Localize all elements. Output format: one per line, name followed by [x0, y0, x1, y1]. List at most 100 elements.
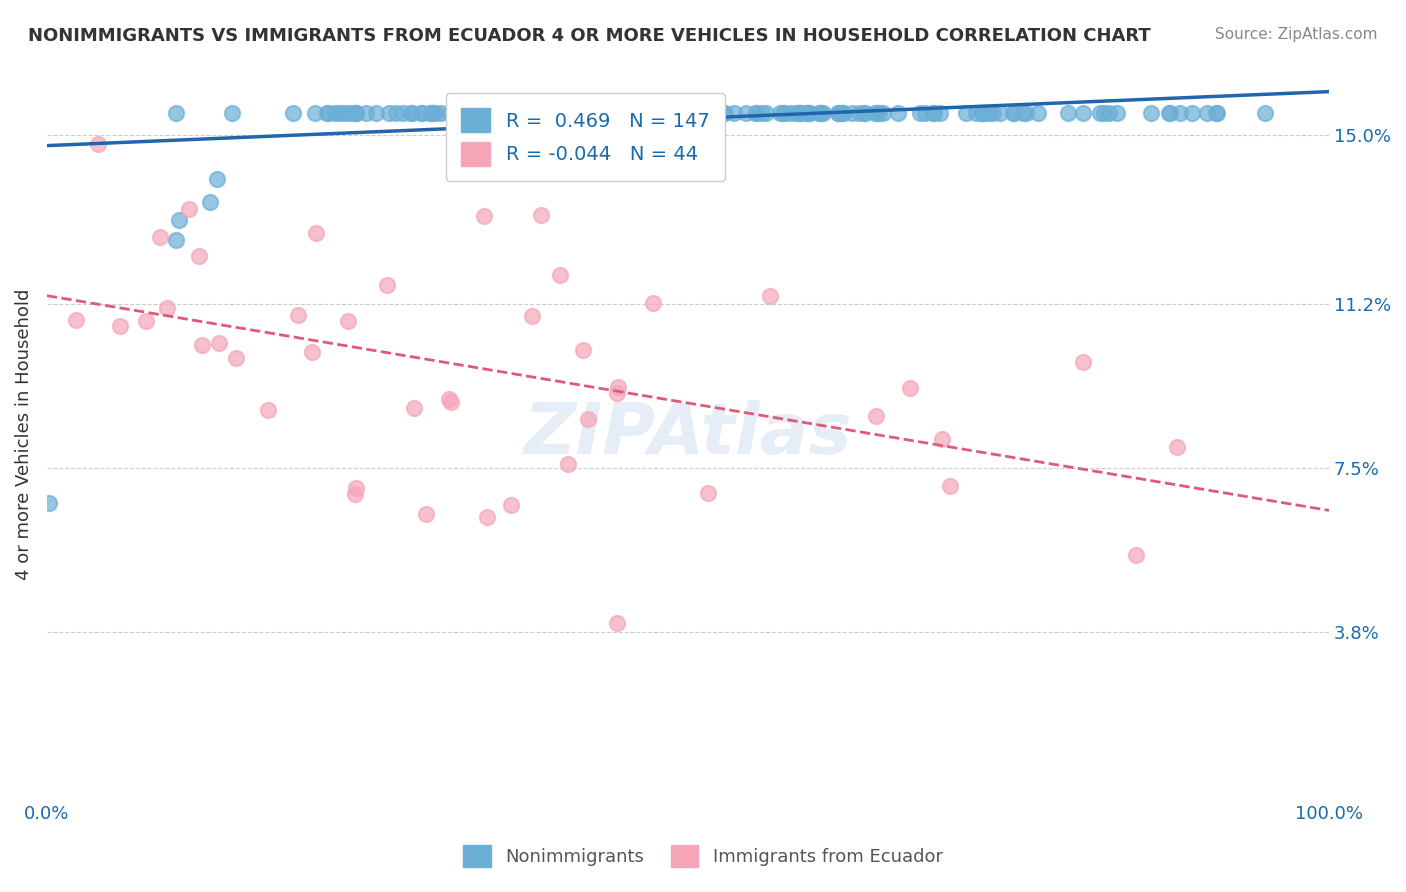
- Point: [465, 106, 488, 120]
- Point: [863, 106, 886, 120]
- Point: [606, 386, 628, 401]
- Point: [686, 106, 709, 120]
- Point: [475, 510, 498, 524]
- Point: [576, 412, 599, 426]
- Point: [392, 106, 415, 120]
- Point: [697, 486, 720, 500]
- Legend: R =  0.469   N = 147, R = -0.044   N = 44: R = 0.469 N = 147, R = -0.044 N = 44: [446, 93, 725, 181]
- Point: [1159, 106, 1181, 120]
- Point: [1012, 106, 1035, 120]
- Point: [955, 106, 977, 120]
- Point: [745, 106, 768, 120]
- Point: [65, 313, 87, 327]
- Point: [165, 233, 187, 247]
- Point: [988, 106, 1011, 120]
- Point: [931, 432, 953, 446]
- Point: [344, 486, 367, 500]
- Point: [1092, 106, 1115, 120]
- Point: [454, 106, 477, 120]
- Point: [458, 106, 481, 120]
- Point: [316, 106, 339, 120]
- Point: [198, 194, 221, 209]
- Point: [714, 106, 737, 120]
- Point: [437, 392, 460, 406]
- Point: [530, 208, 553, 222]
- Point: [1002, 106, 1025, 120]
- Point: [981, 106, 1004, 120]
- Point: [745, 106, 768, 120]
- Point: [1157, 106, 1180, 120]
- Point: [772, 106, 794, 120]
- Point: [596, 106, 619, 120]
- Point: [510, 106, 533, 120]
- Point: [336, 106, 359, 120]
- Point: [167, 212, 190, 227]
- Point: [773, 106, 796, 120]
- Point: [613, 106, 636, 120]
- Point: [928, 106, 950, 120]
- Point: [970, 106, 993, 120]
- Point: [808, 106, 831, 120]
- Point: [1166, 440, 1188, 454]
- Point: [810, 106, 832, 120]
- Point: [734, 106, 756, 120]
- Point: [872, 106, 894, 120]
- Point: [1181, 106, 1204, 120]
- Point: [651, 106, 673, 120]
- Point: [1195, 106, 1218, 120]
- Point: [922, 106, 945, 120]
- Point: [832, 106, 855, 120]
- Text: NONIMMIGRANTS VS IMMIGRANTS FROM ECUADOR 4 OR MORE VEHICLES IN HOUSEHOLD CORRELA: NONIMMIGRANTS VS IMMIGRANTS FROM ECUADOR…: [28, 27, 1152, 45]
- Point: [796, 106, 818, 120]
- Point: [796, 106, 818, 120]
- Point: [780, 106, 803, 120]
- Point: [758, 288, 780, 302]
- Point: [501, 498, 523, 512]
- Point: [316, 106, 339, 120]
- Point: [938, 478, 960, 492]
- Point: [1088, 106, 1111, 120]
- Point: [675, 106, 697, 120]
- Point: [301, 345, 323, 359]
- Point: [1015, 106, 1038, 120]
- Point: [1098, 106, 1121, 120]
- Point: [440, 395, 463, 409]
- Point: [415, 508, 437, 522]
- Point: [641, 295, 664, 310]
- Point: [650, 106, 672, 120]
- Point: [755, 106, 778, 120]
- Point: [1125, 548, 1147, 562]
- Point: [786, 106, 808, 120]
- Point: [613, 106, 636, 120]
- Point: [522, 106, 544, 120]
- Point: [887, 106, 910, 120]
- Point: [973, 106, 995, 120]
- Point: [1071, 355, 1094, 369]
- Point: [401, 106, 423, 120]
- Point: [571, 343, 593, 358]
- Point: [977, 106, 1000, 120]
- Point: [190, 338, 212, 352]
- Point: [827, 106, 849, 120]
- Point: [557, 457, 579, 471]
- Point: [1168, 106, 1191, 120]
- Point: [602, 106, 624, 120]
- Point: [1002, 106, 1025, 120]
- Point: [970, 106, 993, 120]
- Text: Source: ZipAtlas.com: Source: ZipAtlas.com: [1215, 27, 1378, 42]
- Point: [344, 106, 367, 120]
- Point: [430, 106, 453, 120]
- Point: [177, 202, 200, 216]
- Point: [1140, 106, 1163, 120]
- Point: [792, 106, 814, 120]
- Point: [411, 106, 433, 120]
- Point: [305, 226, 328, 240]
- Point: [606, 380, 628, 394]
- Point: [399, 106, 422, 120]
- Point: [613, 106, 636, 120]
- Point: [751, 106, 773, 120]
- Point: [87, 136, 110, 151]
- Point: [225, 351, 247, 365]
- Point: [488, 106, 510, 120]
- Point: [475, 106, 498, 120]
